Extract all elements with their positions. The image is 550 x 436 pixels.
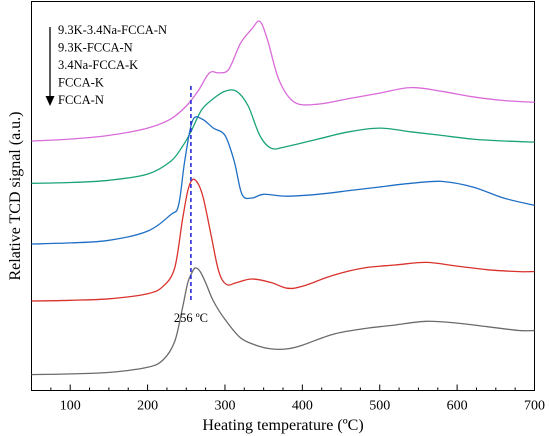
x-tick-label: 100 (60, 399, 81, 414)
x-tick-label: 700 (524, 399, 545, 414)
series-line-1 (31, 20, 535, 142)
legend-entry: 9.3K-3.4Na-FCCA-N (58, 23, 167, 37)
x-tick-label: 400 (292, 399, 313, 414)
y-axis-title: Relative TCD signal (a.u.) (7, 112, 24, 281)
x-tick-label: 200 (137, 399, 158, 414)
annotation-layer: 256 ºC (174, 86, 208, 325)
x-axis-ticks: 100 200 300 400 500 600 700 (31, 384, 545, 414)
x-tick-label: 600 (447, 399, 468, 414)
annotation-label: 256 ºC (174, 311, 208, 325)
legend-entry: 3.4Na-FCCA-K (58, 58, 138, 72)
x-axis-title: Heating temperature (ºC) (202, 417, 363, 434)
x-tick-label: 500 (369, 399, 390, 414)
legend-entry: 9.3K-FCCA-N (58, 41, 133, 55)
legend-entry: FCCA-K (58, 76, 104, 90)
x-tick-label: 300 (214, 399, 235, 414)
legend: 9.3K-3.4Na-FCCA-N 9.3K-FCCA-N 3.4Na-FCCA-K… (45, 23, 167, 107)
series-line-2 (31, 89, 535, 184)
legend-entry: FCCA-N (58, 93, 104, 107)
series-line-4 (31, 178, 535, 302)
legend-arrow-head (45, 96, 55, 106)
series-line-3 (31, 116, 535, 245)
series-lines (31, 20, 535, 376)
series-line-5 (31, 267, 535, 376)
